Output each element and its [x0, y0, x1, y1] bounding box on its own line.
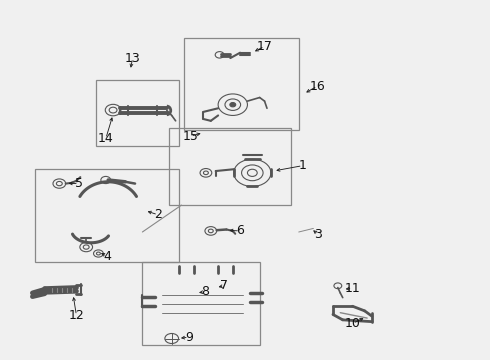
Text: 17: 17 [257, 40, 272, 53]
Text: 4: 4 [103, 250, 111, 263]
Text: 12: 12 [69, 309, 84, 322]
Text: 8: 8 [201, 285, 209, 298]
Text: 15: 15 [182, 130, 198, 143]
Text: 10: 10 [344, 317, 361, 330]
Circle shape [230, 103, 236, 107]
Text: 13: 13 [125, 51, 141, 64]
Text: 11: 11 [344, 282, 360, 295]
Bar [96, 80, 179, 146]
Text: 1: 1 [299, 159, 307, 172]
Bar [184, 39, 299, 130]
Text: 2: 2 [154, 208, 162, 221]
Text: 5: 5 [75, 177, 83, 190]
Bar [143, 262, 260, 345]
Text: 9: 9 [185, 330, 193, 343]
Text: 16: 16 [310, 80, 325, 93]
Text: 7: 7 [220, 279, 228, 292]
Text: 6: 6 [236, 224, 244, 238]
Text: 3: 3 [315, 228, 322, 241]
Bar [35, 169, 179, 262]
Bar [169, 128, 292, 205]
Text: 14: 14 [98, 132, 114, 145]
